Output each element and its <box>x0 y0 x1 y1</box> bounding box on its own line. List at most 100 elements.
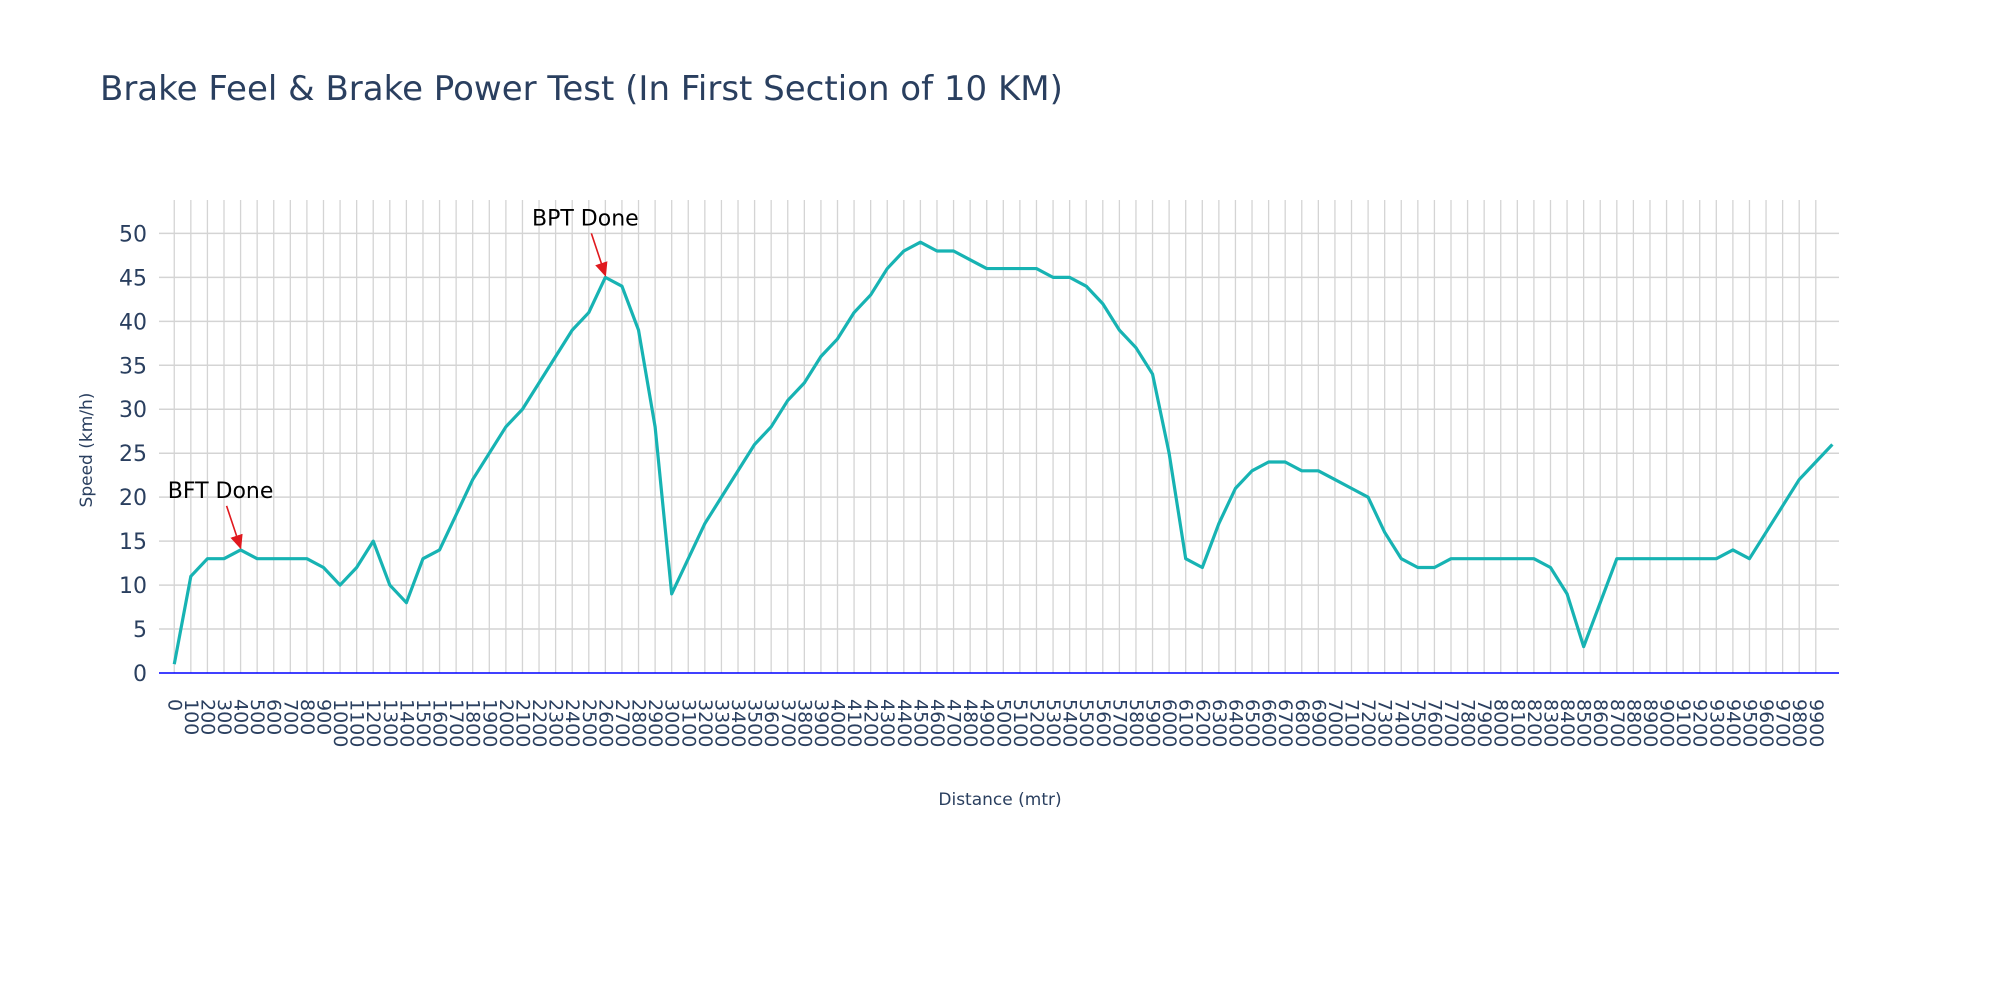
x-tick-label: 6700 <box>1274 699 1296 747</box>
data-line <box>172 240 1834 665</box>
x-tick-label: 7900 <box>1473 699 1495 747</box>
x-tick-label: 6200 <box>1191 699 1213 747</box>
x-tick-label: 5700 <box>1108 699 1130 747</box>
x-tick-label: 2200 <box>528 699 550 747</box>
x-tick-label: 1100 <box>346 699 368 747</box>
x-tick-label: 5000 <box>992 699 1014 747</box>
x-tick-label: 8600 <box>1589 699 1611 747</box>
x-tick-label: 0 <box>163 699 185 711</box>
x-tick-label: 1200 <box>362 699 384 747</box>
x-tick-label: 1900 <box>478 699 500 747</box>
x-tick-label: 9900 <box>1805 699 1827 747</box>
x-tick-label: 5100 <box>1009 699 1031 747</box>
x-tick-label: 7200 <box>1357 699 1379 747</box>
x-tick-label: 5400 <box>1059 699 1081 747</box>
x-tick-label: 5800 <box>1125 699 1147 747</box>
x-tick-label: 1500 <box>412 699 434 747</box>
x-tick-label: 3800 <box>793 699 815 747</box>
x-axis-label: Distance (mtr) <box>938 790 1061 810</box>
x-tick-label: 4200 <box>860 699 882 747</box>
x-tick-label: 4800 <box>959 699 981 747</box>
x-tick-label: 9500 <box>1738 699 1760 747</box>
y-tick-label: 25 <box>119 442 147 467</box>
x-tick-label: 8000 <box>1490 699 1512 747</box>
x-tick-label: 8300 <box>1539 699 1561 747</box>
x-tick-label: 500 <box>246 699 268 735</box>
y-tick-label: 50 <box>119 222 147 247</box>
x-tick-label: 3300 <box>710 699 732 747</box>
x-tick-label: 300 <box>213 699 235 735</box>
x-tick-label: 9700 <box>1772 699 1794 747</box>
x-tick-label: 8700 <box>1606 699 1628 747</box>
x-tick-label: 7600 <box>1423 699 1445 747</box>
x-tick-label: 4600 <box>926 699 948 747</box>
y-tick-label: 30 <box>119 398 147 423</box>
y-tick-label: 0 <box>133 662 147 687</box>
y-tick-label: 45 <box>119 266 147 291</box>
x-tick-label: 600 <box>263 699 285 735</box>
x-tick-label: 5900 <box>1142 699 1164 747</box>
x-tick-label: 4700 <box>943 699 965 747</box>
annotation: BPT Done <box>532 206 639 231</box>
x-tick-label: 5200 <box>1025 699 1047 747</box>
x-tick-label: 6300 <box>1208 699 1230 747</box>
x-tick-label: 3200 <box>694 699 716 747</box>
x-tick-label: 900 <box>312 699 334 735</box>
x-tick-label: 4500 <box>909 699 931 747</box>
x-tick-label: 2800 <box>628 699 650 747</box>
x-tick-label: 400 <box>230 699 252 735</box>
x-tick-label: 4000 <box>826 699 848 747</box>
x-tick-label: 6800 <box>1291 699 1313 747</box>
x-tick-label: 7300 <box>1374 699 1396 747</box>
x-tick-label: 1600 <box>429 699 451 747</box>
y-tick-label: 5 <box>133 618 147 643</box>
annotation: BFT Done <box>168 479 274 504</box>
x-tick-label: 8400 <box>1556 699 1578 747</box>
x-tick-label: 3100 <box>677 699 699 747</box>
x-tick-label: 3400 <box>727 699 749 747</box>
x-tick-label: 800 <box>296 699 318 735</box>
x-tick-label: 6400 <box>1224 699 1246 747</box>
x-tick-label: 9100 <box>1672 699 1694 747</box>
annotation-arrow <box>590 233 608 277</box>
x-tick-label: 8800 <box>1622 699 1644 747</box>
x-tick-label: 7000 <box>1324 699 1346 747</box>
x-tick-label: 7400 <box>1390 699 1412 747</box>
x-tick-label: 4900 <box>976 699 998 747</box>
x-tick-label: 5300 <box>1042 699 1064 747</box>
x-tick-label: 9300 <box>1705 699 1727 747</box>
x-tick-label: 3000 <box>661 699 683 747</box>
x-tick-label: 2500 <box>578 699 600 747</box>
x-tick-label: 6500 <box>1241 699 1263 747</box>
y-tick-label: 20 <box>119 486 147 511</box>
x-tick-label: 4100 <box>843 699 865 747</box>
x-tick-label: 2400 <box>561 699 583 747</box>
x-tick-label: 2000 <box>495 699 517 747</box>
x-tick-label: 8900 <box>1639 699 1661 747</box>
x-tick-label: 2600 <box>594 699 616 747</box>
y-tick-label: 10 <box>119 574 147 599</box>
x-tick-label: 3700 <box>777 699 799 747</box>
x-tick-label: 9800 <box>1788 699 1810 747</box>
y-tick-label: 15 <box>119 530 147 555</box>
x-tick-label: 9600 <box>1755 699 1777 747</box>
x-tick-label: 2900 <box>644 699 666 747</box>
x-tick-label: 1700 <box>445 699 467 747</box>
x-tick-label: 6900 <box>1307 699 1329 747</box>
x-tick-label: 9400 <box>1722 699 1744 747</box>
x-tick-label: 9000 <box>1656 699 1678 747</box>
x-tick-label: 1000 <box>329 699 351 747</box>
x-tick-label: 1800 <box>462 699 484 747</box>
x-tick-label: 9200 <box>1689 699 1711 747</box>
x-tick-label: 5600 <box>1092 699 1114 747</box>
x-tick-label: 4300 <box>876 699 898 747</box>
x-tick-label: 1300 <box>379 699 401 747</box>
y-tick-label: 40 <box>119 310 147 335</box>
x-tick-label: 5500 <box>1075 699 1097 747</box>
x-tick-label: 8100 <box>1506 699 1528 747</box>
x-tick-label: 8500 <box>1573 699 1595 747</box>
x-tick-label: 200 <box>196 699 218 735</box>
x-tick-label: 7100 <box>1341 699 1363 747</box>
annotation-arrow <box>225 505 243 550</box>
